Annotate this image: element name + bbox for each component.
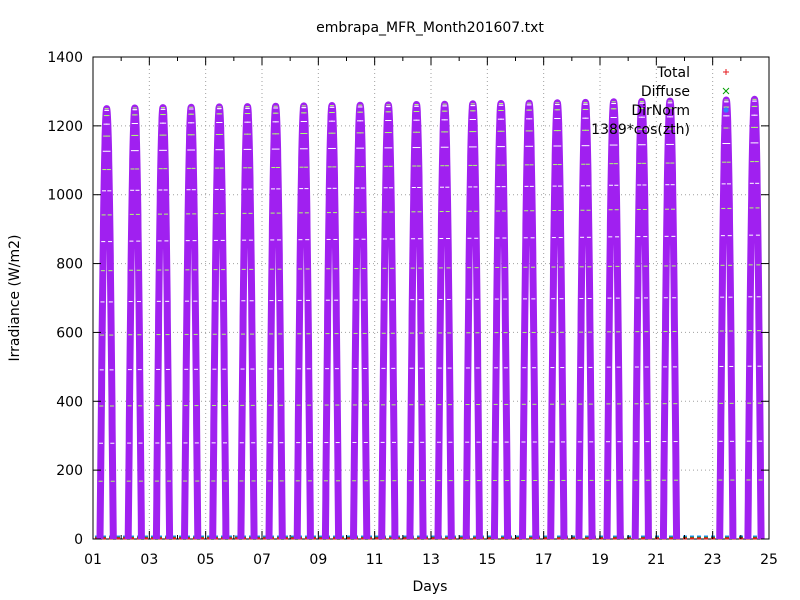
cos-zth-curve <box>716 96 737 540</box>
cos-zth-curve <box>490 100 512 540</box>
legend-label: 1389*cos(zth) <box>591 122 690 138</box>
cos-zth-curve <box>744 95 765 540</box>
y-tick-label: 1400 <box>47 50 83 66</box>
cos-zth-curve <box>547 99 568 540</box>
day-hump-18 <box>575 98 596 540</box>
cos-zth-curve <box>96 105 117 540</box>
x-tick-label: 05 <box>197 552 215 568</box>
y-axis-label: Irradiance (W/m2) <box>7 235 23 362</box>
y-tick-label: 1000 <box>47 188 83 204</box>
cos-zth-curve <box>350 101 371 540</box>
x-tick-label: 17 <box>535 552 553 568</box>
cos-zth-curve <box>181 103 202 540</box>
cos-zth-curve <box>406 101 427 540</box>
legend-marker-x <box>722 87 730 95</box>
x-tick-label: 07 <box>253 552 271 568</box>
cos-zth-curve <box>237 103 258 540</box>
x-tick-label: 15 <box>478 552 496 568</box>
cos-zth-curve <box>603 98 624 540</box>
day-hump-11 <box>378 101 399 540</box>
cos-zth-curve <box>575 98 596 540</box>
legend-marker-square <box>722 125 730 133</box>
day-hump-4 <box>181 103 202 540</box>
day-hump-23 <box>716 96 737 540</box>
day-hump-1 <box>96 105 117 540</box>
cos-zth-curve <box>265 102 286 540</box>
cos-zth-curve <box>434 100 455 540</box>
cos-zth-curve <box>124 104 145 540</box>
legend-label: Diffuse <box>641 84 690 100</box>
day-hump-20 <box>631 97 652 540</box>
cos-zth-curve <box>659 97 681 540</box>
y-tick-label: 600 <box>56 325 83 341</box>
chart-title: embrapa_MFR_Month201607.txt <box>316 20 544 36</box>
legend-label: DirNorm <box>631 103 690 119</box>
cos-zth-curve <box>209 103 230 540</box>
cos-zth-curve <box>462 100 483 540</box>
day-hump-14 <box>462 100 483 540</box>
y-tick-label: 400 <box>56 394 83 410</box>
day-hump-13 <box>434 100 455 540</box>
cos-zth-curve <box>631 97 652 540</box>
legend-label: Total <box>656 65 690 81</box>
x-tick-label: 21 <box>647 552 665 568</box>
x-tick-label: 03 <box>140 552 158 568</box>
cos-zth-curve <box>519 99 540 540</box>
x-tick-label: 11 <box>366 552 384 568</box>
day-hump-16 <box>519 99 540 540</box>
y-tick-label: 0 <box>74 532 83 548</box>
day-hump-6 <box>237 103 258 540</box>
day-hump-7 <box>265 102 286 540</box>
grid-lines <box>93 57 769 539</box>
day-hump-21 <box>659 97 681 540</box>
x-tick-label: 01 <box>84 552 102 568</box>
y-tick-label: 200 <box>56 463 83 479</box>
x-axis-label: Days <box>413 579 448 595</box>
legend: Total Diffuse DirNorm 1389*cos(zth) <box>591 65 730 138</box>
axis-ticks: 0 200 400 600 800 1000 1200 1400 01 03 05 07 09 11 13 1… <box>47 50 778 568</box>
x-tick-label: 13 <box>422 552 440 568</box>
day-hump-9 <box>321 102 343 540</box>
cos-zth-curve <box>321 102 343 540</box>
day-hump-17 <box>547 99 568 540</box>
y-tick-label: 1200 <box>47 119 83 135</box>
cos-zth-curve <box>378 101 399 540</box>
x-tick-label: 25 <box>760 552 778 568</box>
legend-marker-star <box>723 107 729 113</box>
cos-zth-curve <box>152 104 174 540</box>
day-hump-2 <box>124 104 145 540</box>
day-hump-8 <box>293 102 314 540</box>
day-hump-24 <box>744 95 765 540</box>
day-hump-12 <box>406 101 427 540</box>
day-hump-15 <box>490 100 512 540</box>
day-hump-19 <box>603 98 624 540</box>
y-tick-label: 800 <box>56 257 83 273</box>
x-tick-label: 23 <box>704 552 722 568</box>
x-tick-label: 09 <box>309 552 327 568</box>
x-tick-label: 19 <box>591 552 609 568</box>
day-hump-5 <box>209 103 230 540</box>
day-hump-10 <box>350 101 371 540</box>
cos-zth-curve <box>293 102 314 540</box>
day-hump-3 <box>152 104 174 540</box>
